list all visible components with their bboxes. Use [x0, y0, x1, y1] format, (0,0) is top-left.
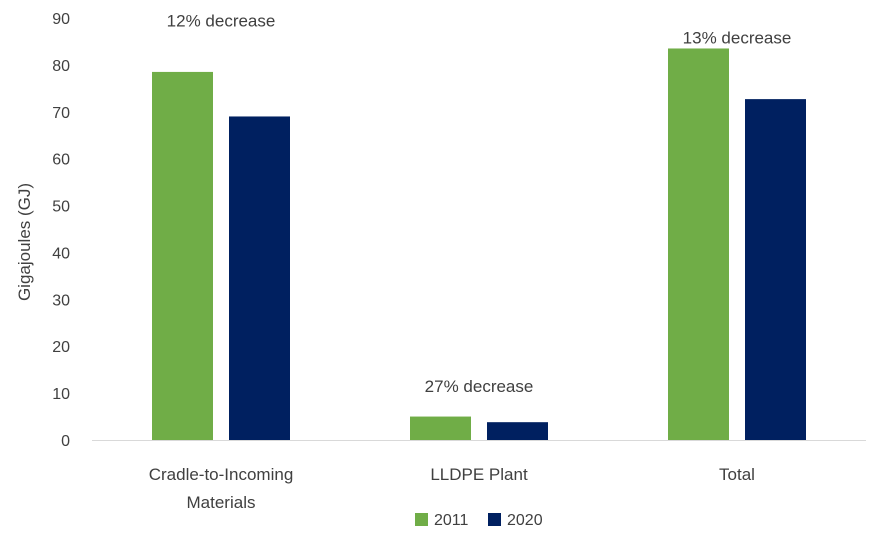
y-tick-label: 0 — [61, 433, 70, 450]
bar-2011 — [152, 71, 213, 440]
legend-swatch-2020 — [488, 513, 501, 526]
bars — [152, 48, 806, 441]
y-tick-label: 90 — [52, 11, 70, 28]
category-label: Cradle-to-Incoming Materials — [149, 465, 294, 512]
y-tick-label: 10 — [52, 386, 70, 403]
legend-label: 2011 — [434, 512, 469, 529]
category-label: Total — [719, 465, 755, 484]
y-tick-label: 30 — [52, 292, 70, 309]
legend-label: 2020 — [507, 512, 543, 529]
y-axis: 0 10 20 30 40 50 60 70 80 90 — [52, 11, 70, 450]
category-label: LLDPE Plant — [430, 465, 528, 484]
decrease-annotation: 12% decrease — [167, 11, 276, 30]
y-tick-label: 50 — [52, 199, 70, 216]
legend: 2011 2020 — [415, 512, 543, 529]
y-tick-label: 60 — [52, 152, 70, 169]
annotations: 12% decrease 27% decrease 13% decrease — [167, 11, 792, 396]
bar-2011 — [668, 48, 729, 440]
legend-swatch-2011 — [415, 513, 428, 526]
bar-2020 — [229, 116, 290, 440]
y-tick-label: 80 — [52, 58, 70, 75]
bar-2020 — [745, 99, 806, 441]
decrease-annotation: 27% decrease — [425, 377, 534, 396]
y-axis-title: Gigajoules (GJ) — [15, 183, 34, 301]
category-labels: Cradle-to-Incoming Materials LLDPE Plant To… — [149, 465, 755, 512]
y-tick-label: 40 — [52, 245, 70, 262]
y-tick-label: 20 — [52, 339, 70, 356]
bar-2011 — [410, 416, 471, 440]
bar-2020 — [487, 422, 548, 440]
decrease-annotation: 13% decrease — [683, 29, 792, 48]
y-tick-label: 70 — [52, 105, 70, 122]
